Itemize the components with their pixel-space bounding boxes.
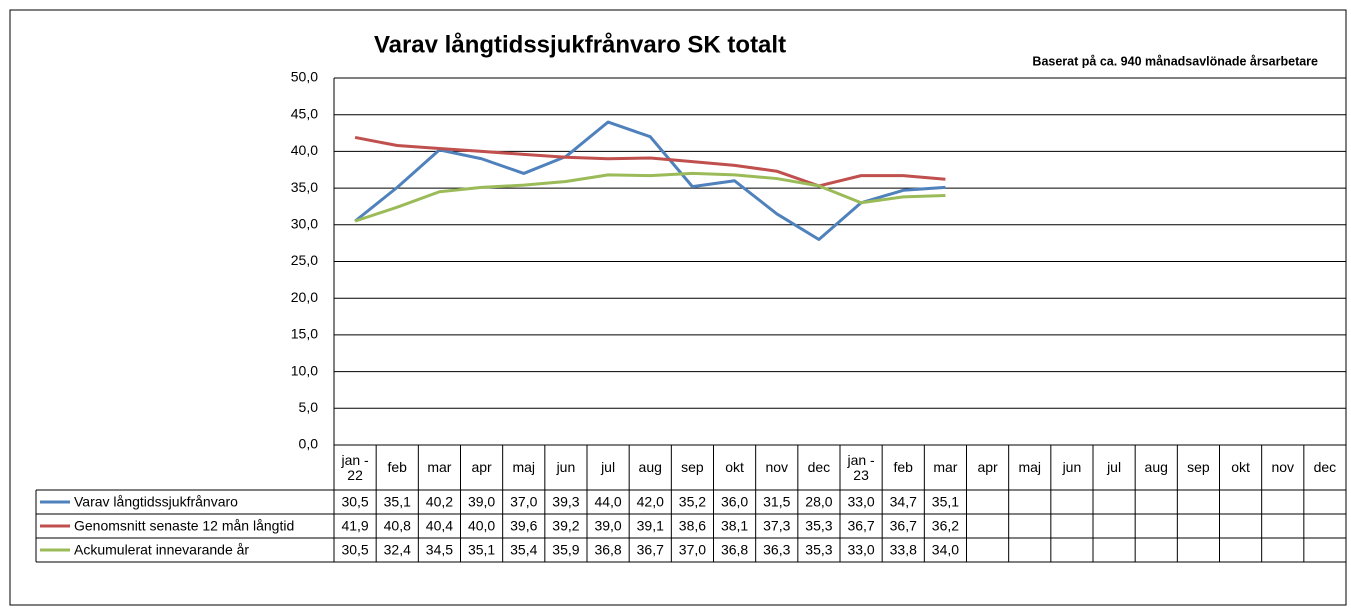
chart-subtitle: Baserat på ca. 940 månadsavlönade årsarb…	[1032, 54, 1318, 68]
data-label: 39,0	[468, 494, 495, 510]
data-label: 28,0	[805, 494, 832, 510]
chart-title: Varav långtidssjukfrånvaro SK totalt	[374, 31, 786, 58]
data-label: 38,6	[679, 518, 706, 534]
data-label: 39,6	[510, 518, 537, 534]
data-label: 35,9	[552, 542, 579, 558]
data-label: 34,5	[426, 542, 453, 558]
series-line	[354, 171, 946, 223]
data-label: 41,9	[341, 518, 368, 534]
data-label: 35,1	[932, 494, 959, 510]
data-label: 34,0	[932, 542, 959, 558]
legend-label: Varav långtidssjukfrånvaro	[74, 494, 238, 510]
data-label: 44,0	[594, 494, 621, 510]
data-label: 36,2	[932, 518, 959, 534]
series-line	[354, 120, 946, 241]
x-tick-label: nov	[765, 459, 789, 475]
x-tick-label: aug	[1144, 459, 1168, 475]
data-label: 40,8	[384, 518, 411, 534]
legend-label: Ackumulerat innevarande år	[74, 542, 249, 558]
x-tick-label: mar	[933, 459, 958, 475]
data-label: 32,4	[384, 542, 411, 558]
x-tick-label: mar	[427, 459, 452, 475]
y-tick-label: 5,0	[299, 399, 319, 415]
x-tick-label: dec	[1313, 459, 1337, 475]
data-label: 40,0	[468, 518, 495, 534]
data-label: 36,0	[721, 494, 748, 510]
data-label: 33,8	[890, 542, 917, 558]
y-tick-label: 0,0	[299, 436, 319, 452]
data-label: 35,2	[679, 494, 706, 510]
data-label: 39,3	[552, 494, 579, 510]
y-tick-label: 20,0	[291, 289, 318, 305]
data-label: 40,4	[426, 518, 453, 534]
y-tick-label: 15,0	[291, 326, 318, 342]
data-label: 39,2	[552, 518, 579, 534]
data-label: 36,7	[847, 518, 874, 534]
data-label: 35,3	[805, 542, 832, 558]
x-tick-label: okt	[1231, 459, 1250, 475]
data-label: 36,3	[763, 542, 790, 558]
y-tick-label: 25,0	[291, 252, 318, 268]
data-label: 30,5	[341, 494, 368, 510]
data-label: 39,1	[637, 518, 664, 534]
data-label: 35,1	[384, 494, 411, 510]
x-tick-label: nov	[1271, 459, 1295, 475]
x-tick-label: jan - 23	[847, 451, 875, 483]
data-label: 37,0	[510, 494, 537, 510]
data-label: 33,0	[847, 542, 874, 558]
data-label: 37,0	[679, 542, 706, 558]
x-tick-label: feb	[387, 459, 407, 475]
x-tick-label: feb	[893, 459, 913, 475]
x-tick-label: jan - 22	[341, 451, 369, 483]
x-tick-label: jun	[1062, 459, 1082, 475]
legend-label: Genomsnitt senaste 12 mån långtid	[74, 518, 294, 534]
x-tick-label: jul	[601, 459, 616, 475]
x-tick-label: sep	[1187, 459, 1210, 475]
data-label: 36,7	[637, 542, 664, 558]
data-label: 39,0	[594, 518, 621, 534]
data-label: 36,8	[594, 542, 621, 558]
data-label: 34,7	[890, 494, 917, 510]
y-tick-label: 45,0	[291, 105, 318, 121]
x-tick-label: maj	[1018, 459, 1042, 475]
data-label: 35,1	[468, 542, 495, 558]
x-tick-label: maj	[512, 459, 536, 475]
data-label: 30,5	[341, 542, 368, 558]
chart-border	[9, 9, 1347, 606]
y-tick-label: 10,0	[291, 362, 318, 378]
x-tick-label: okt	[725, 459, 744, 475]
data-label: 35,4	[510, 542, 537, 558]
data-label: 37,3	[763, 518, 790, 534]
x-tick-label: jul	[1107, 459, 1122, 475]
y-tick-label: 50,0	[291, 69, 318, 85]
x-tick-label: dec	[807, 459, 831, 475]
data-label: 40,2	[426, 494, 453, 510]
data-label: 36,8	[721, 542, 748, 558]
data-label: 35,3	[805, 518, 832, 534]
x-tick-label: sep	[681, 459, 704, 475]
data-label: 38,1	[721, 518, 748, 534]
x-tick-label: apr	[471, 459, 492, 475]
series-line	[354, 135, 946, 188]
x-tick-label: aug	[638, 459, 662, 475]
data-label: 31,5	[763, 494, 790, 510]
x-tick-label: jun	[556, 459, 576, 475]
data-label: 33,0	[847, 494, 874, 510]
y-tick-label: 40,0	[291, 142, 318, 158]
data-label: 42,0	[637, 494, 664, 510]
data-label: 36,7	[890, 518, 917, 534]
x-tick-label: apr	[977, 459, 998, 475]
y-tick-label: 35,0	[291, 179, 318, 195]
y-tick-label: 30,0	[291, 216, 318, 232]
